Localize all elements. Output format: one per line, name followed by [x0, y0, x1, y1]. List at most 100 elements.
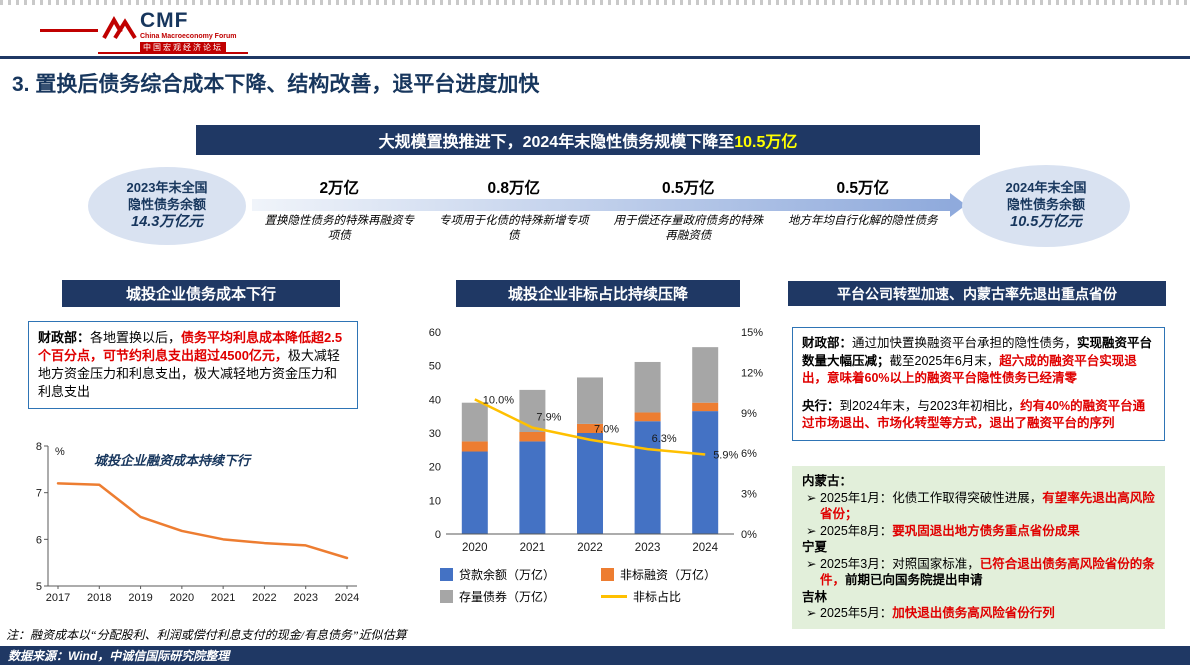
svg-text:10: 10	[429, 495, 441, 507]
province-exit-box: 内蒙古： ➢ 2025年1月：化债工作取得突破性进展，有望率先退出高风险省份； …	[792, 466, 1165, 629]
svg-text:6.3%: 6.3%	[652, 433, 677, 445]
text-run-red: 要巩固退出地方债务重点省份成果	[892, 523, 1080, 538]
region-name-jilin: 吉林	[802, 589, 828, 604]
ellipse-value: 10.5万亿元	[1010, 214, 1082, 231]
text-run-bold: 前期已向国务院提出申请	[845, 573, 983, 587]
step-value: 0.8万亿	[487, 180, 541, 197]
financing-cost-line-chart: 5 6 7 8% 2017 2018 2019 2020 2021 2022 2023 2024 城投…	[22, 436, 367, 612]
svg-text:0: 0	[435, 529, 441, 541]
text-run: 极大减轻地方资金压力和利息支出，极大减轻地方资金压力和利息支出	[38, 347, 340, 399]
svg-text:3%: 3%	[741, 489, 757, 501]
arrow-bullet-icon: ➢	[806, 523, 817, 538]
ellipse-2023-balance: 2023年末全国 隐性债务余额 14.3万亿元	[88, 167, 246, 245]
flow-step: 0.8万亿 专项用于化债的特殊新增专项债	[427, 166, 602, 244]
text-run: 2025年5月：	[820, 606, 893, 620]
step-desc: 用于偿还存量政府债务的特殊再融资债	[613, 215, 764, 242]
left-panel-header: 城投企业债务成本下行	[62, 280, 340, 307]
svg-text:2023: 2023	[293, 592, 317, 604]
step-desc: 专项用于化债的特殊新增专项债	[439, 215, 589, 242]
bullet-item: ➢ 2025年5月：加快退出债务高风险省份行列	[802, 605, 1155, 622]
svg-text:2023: 2023	[635, 542, 661, 554]
svg-text:2020: 2020	[170, 592, 194, 604]
legend-line-ratio	[601, 594, 627, 599]
svg-text:2022: 2022	[577, 542, 603, 554]
text-run: 2025年1月：化债工作取得突破性进展，	[820, 490, 1043, 505]
logo-subtitle-en: China Macroeconomy Forum	[140, 33, 237, 40]
svg-text:2022: 2022	[252, 592, 276, 604]
svg-text:2017: 2017	[46, 592, 70, 604]
cmf-mountain-icon	[102, 13, 138, 48]
logo-text: CMF	[140, 9, 189, 32]
ellipse-2024-balance: 2024年末全国 隐性债务余额 10.5万亿元	[962, 165, 1130, 247]
bar-chart-svg: 0 10 20 30 40 50 60 0% 3% 6% 9% 12% 15% 2020 2021 2022 2…	[429, 327, 763, 554]
flow-step: 0.5万亿 用于偿还存量政府债务的特殊再融资债	[601, 166, 776, 244]
ellipse-line: 2023年末全国	[126, 179, 208, 195]
spacer	[802, 388, 1155, 398]
legend-label: 贷款余额（万亿）	[459, 568, 556, 582]
svg-text:7.9%: 7.9%	[536, 412, 561, 424]
svg-text:2021: 2021	[520, 542, 546, 554]
legend-label: 非标融资（万亿）	[620, 568, 717, 582]
svg-text:8: 8	[36, 441, 42, 453]
arrow-bullet-icon: ➢	[806, 490, 817, 505]
legend-swatch-loans	[440, 568, 453, 581]
svg-text:50: 50	[429, 361, 441, 373]
logo-subtitle-cn: 中国宏观经济论坛	[140, 42, 226, 53]
svg-text:2024: 2024	[692, 542, 718, 554]
svg-text:15%: 15%	[741, 327, 763, 339]
text-run: 到2024年末，与2023年初相比，	[839, 398, 1021, 413]
bullet-text: 2025年1月：化债工作取得突破性进展，有望率先退出高风险省份；	[820, 490, 1155, 523]
legend-item: 贷款余额（万亿）	[440, 566, 601, 583]
step-desc: 置换隐性债务的特殊再融资专项债	[264, 215, 415, 242]
line-chart-svg: 5 6 7 8 % 2017 2018 2019 2020 2021 2022 2023 2024	[36, 441, 359, 604]
logo-left-red-line	[40, 29, 98, 32]
footnote: 注：融资成本以“分配股利、利润或偿付利息支付的现金/有息债务”近似估算	[6, 628, 407, 642]
flow-arrow	[252, 199, 952, 211]
svg-text:%: %	[55, 446, 65, 458]
text-run: 截至2025年6月末，	[889, 353, 1000, 368]
svg-text:5.9%: 5.9%	[713, 450, 738, 462]
svg-text:7.0%: 7.0%	[594, 424, 619, 436]
svg-text:2021: 2021	[211, 592, 235, 604]
svg-text:2019: 2019	[128, 592, 152, 604]
chart-legend: 贷款余额（万亿） 非标融资（万亿） 存量债券（万亿） 非标占比	[440, 566, 762, 605]
mof-label: 财政部：	[38, 330, 91, 345]
text-run-red: 加快退出债务高风险省份行列	[892, 606, 1055, 620]
svg-text:5: 5	[36, 581, 42, 593]
step-desc: 地方年均自行化解的隐性债务	[788, 215, 938, 227]
header-divider	[0, 56, 1190, 59]
svg-text:0%: 0%	[741, 529, 757, 541]
text-run-red: 债务平均利息成本降低超2.5个百分点，可节约利息支出超过4500亿元，	[38, 330, 343, 363]
step-value: 0.5万亿	[661, 180, 715, 197]
text-run: 2025年3月：对照国家标准，	[820, 556, 980, 571]
arrow-bullet-icon: ➢	[806, 606, 817, 620]
page-title: 3. 置换后债务综合成本下降、结构改善，退平台进度加快	[12, 73, 540, 96]
flow-steps: 2万亿 置换隐性债务的特殊再融资专项债 0.8万亿 专项用于化债的特殊新增专项债…	[252, 166, 950, 244]
legend-label: 存量债券（万亿）	[459, 590, 556, 604]
text-run: 2025年8月：	[820, 523, 893, 538]
flow-step: 2万亿 置换隐性债务的特殊再融资专项债	[252, 166, 427, 244]
region-name-neimenggu: 内蒙古：	[802, 474, 853, 488]
ellipse-line: 隐性债务余额	[127, 196, 206, 212]
flow-step: 0.5万亿 地方年均自行化解的隐性债务	[776, 166, 951, 244]
legend-swatch-bonds	[440, 590, 453, 603]
text-run: 各地置换以后，	[90, 330, 182, 345]
data-source-bar: 数据来源：Wind，中诚信国际研究院整理	[0, 646, 1190, 665]
key-message-banner: 大规模置换推进下，2024年末隐性债务规模下降至 10.5万亿	[196, 125, 980, 155]
bullet-item: ➢ 2025年3月：对照国家标准，已符合退出债务高风险省份的条件，前期已向国务院…	[802, 556, 1155, 589]
svg-text:10.0%: 10.0%	[483, 394, 514, 406]
ellipse-line: 隐性债务余额	[1006, 196, 1085, 212]
mof-label: 财政部：	[802, 336, 853, 350]
banner-highlight: 10.5万亿	[734, 134, 798, 151]
pboc-label: 央行：	[802, 398, 840, 413]
line-chart-title: 城投企业融资成本持续下行	[94, 453, 251, 468]
svg-text:2020: 2020	[462, 542, 488, 554]
svg-text:12%: 12%	[741, 367, 763, 379]
text-run-red: 超六成的融资平台实现退出，意味着60%以上的融资平台隐性债务已经清零	[802, 353, 1137, 386]
step-value: 0.5万亿	[836, 180, 890, 197]
legend-item: 存量债券（万亿）	[440, 588, 601, 605]
legend-label: 非标占比	[633, 590, 682, 604]
ellipse-value: 14.3万亿元	[131, 214, 203, 231]
legend-item: 非标占比	[601, 588, 762, 605]
